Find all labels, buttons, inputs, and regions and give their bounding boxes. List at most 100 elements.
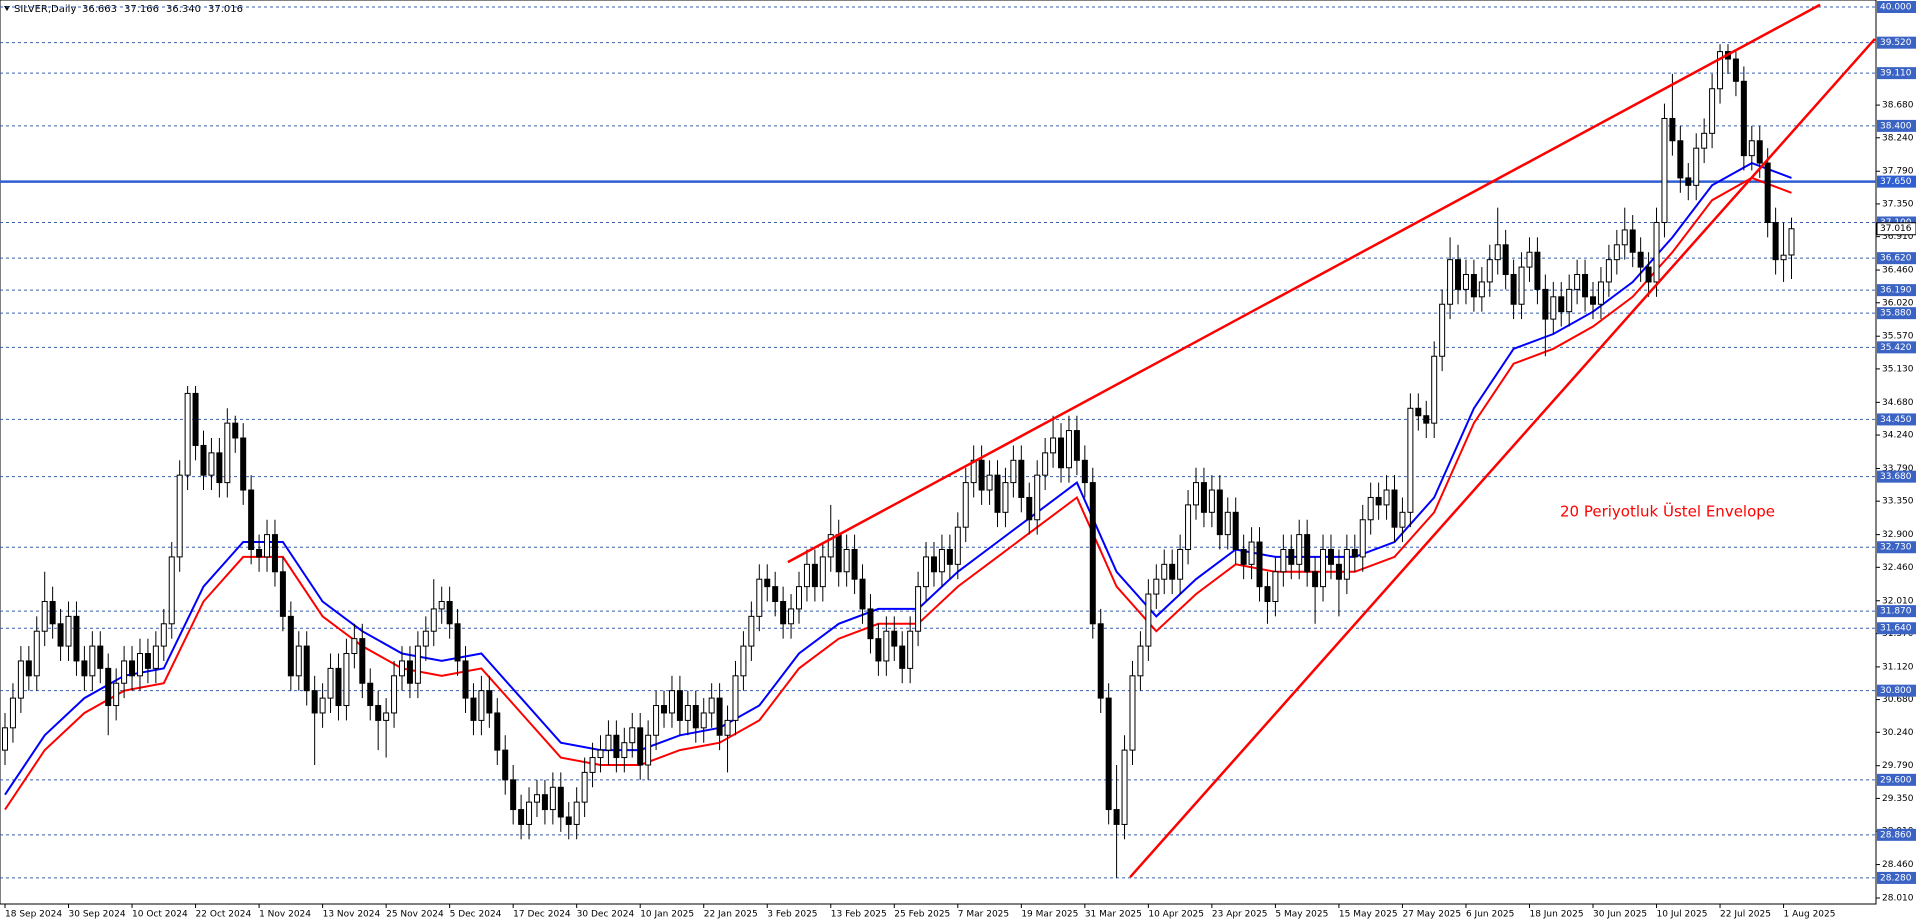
level-label-box xyxy=(1877,871,1916,884)
candle-body xyxy=(803,563,810,588)
x-tick-label: 30 Dec 2024 xyxy=(577,910,635,920)
y-tick-label: 29.350 xyxy=(1882,794,1914,804)
candle-body xyxy=(57,623,64,647)
candle-body xyxy=(891,630,898,647)
level-label-box xyxy=(1877,773,1916,786)
candle-body xyxy=(1407,407,1414,513)
y-tick-label: 32.460 xyxy=(1882,563,1914,573)
candle-body xyxy=(1462,274,1469,290)
candle-body xyxy=(772,586,779,602)
candle-body xyxy=(1550,296,1557,320)
x-tick-label: 22 Oct 2024 xyxy=(196,910,252,920)
candle-body xyxy=(843,548,850,573)
candle-body xyxy=(414,645,421,684)
candle-body xyxy=(399,660,405,677)
candle-body xyxy=(668,690,675,714)
candle-body xyxy=(1455,259,1462,290)
candle-body xyxy=(200,444,207,476)
candle-body xyxy=(375,705,382,721)
candle-body xyxy=(1097,623,1104,699)
candle-body xyxy=(526,801,533,825)
candle-body xyxy=(462,660,469,699)
level-label: 34.450 xyxy=(1880,415,1912,425)
candle-body xyxy=(25,660,32,677)
candle-body xyxy=(1367,496,1374,521)
candle-body xyxy=(1343,548,1350,580)
header-value: 37.016 xyxy=(208,4,243,15)
candle-body xyxy=(923,556,930,588)
candle-body xyxy=(1788,228,1795,256)
candle-body xyxy=(1089,482,1096,625)
candle-body xyxy=(65,615,72,647)
candle-body xyxy=(653,705,660,736)
candle-body xyxy=(851,548,858,580)
candle-body xyxy=(732,675,739,721)
candle-body xyxy=(573,801,580,825)
candle-body xyxy=(1026,496,1033,521)
x-tick-label: 1 Aug 2025 xyxy=(1784,910,1836,920)
candle-body xyxy=(1502,244,1509,276)
candle-body xyxy=(383,712,390,721)
y-tick-label: 30.680 xyxy=(1882,695,1914,705)
x-tick-label: 1 Nov 2024 xyxy=(259,910,311,920)
y-tick-label: 35.130 xyxy=(1882,364,1914,374)
candle-body xyxy=(1010,459,1017,484)
candle-body xyxy=(1327,548,1334,565)
candle-body xyxy=(1272,571,1279,602)
candle-body xyxy=(121,660,128,684)
candle-body xyxy=(271,534,278,573)
y-tick-label: 29.790 xyxy=(1882,761,1914,771)
x-tick-label: 25 Feb 2025 xyxy=(894,910,950,920)
candle-body xyxy=(1240,548,1247,565)
x-tick-label: 22 Jul 2025 xyxy=(1720,910,1771,920)
candle-body xyxy=(1145,593,1152,647)
candle-body xyxy=(1351,548,1358,558)
candle-body xyxy=(1653,222,1660,283)
candle-body xyxy=(494,712,501,751)
candle-body xyxy=(938,548,945,573)
level-label: 37.650 xyxy=(1880,177,1912,187)
candle-body xyxy=(319,697,326,714)
header-value: 37.166 xyxy=(124,4,159,15)
envelope-line xyxy=(4,162,1792,796)
candle-body xyxy=(1677,140,1684,179)
candle-body xyxy=(295,645,302,677)
x-tick-label: 10 Jan 2025 xyxy=(640,910,694,920)
candle-body xyxy=(1256,541,1263,588)
candle-body xyxy=(1693,147,1700,186)
candle-body xyxy=(811,563,818,588)
candle-body xyxy=(557,786,564,818)
y-tick-label: 38.240 xyxy=(1882,133,1914,143)
level-label: 31.870 xyxy=(1880,607,1912,617)
candle-body xyxy=(819,556,826,588)
level-label-box xyxy=(1877,67,1916,80)
candle-body xyxy=(1597,281,1604,305)
candle-body xyxy=(1756,140,1763,164)
candle-body xyxy=(1748,140,1755,157)
x-tick-label: 19 Mar 2025 xyxy=(1021,910,1078,920)
y-tick-label: 36.020 xyxy=(1882,298,1914,308)
x-tick-label: 23 Apr 2025 xyxy=(1212,910,1268,920)
candle-body xyxy=(764,578,771,588)
candle-body xyxy=(279,571,286,617)
candle-body xyxy=(343,653,350,707)
candle-body xyxy=(1296,534,1303,565)
candle-body xyxy=(1645,266,1652,283)
candle-body xyxy=(1558,296,1565,313)
y-tick-label: 37.790 xyxy=(1882,167,1914,177)
candle-body xyxy=(541,794,548,811)
level-label-box xyxy=(1877,119,1916,132)
candle-body xyxy=(33,630,40,677)
candle-body xyxy=(788,608,795,625)
candle-body xyxy=(907,630,914,669)
candle-body xyxy=(605,734,612,751)
candle-body xyxy=(216,452,223,484)
candle-body xyxy=(661,705,668,714)
y-tick-label: 36.910 xyxy=(1882,232,1914,242)
header-value: 36.663 xyxy=(82,4,117,15)
candle-body xyxy=(1232,511,1239,550)
level-label: 32.730 xyxy=(1880,543,1912,553)
candle-body xyxy=(1105,697,1112,811)
candle-body xyxy=(796,586,802,610)
level-label: 31.640 xyxy=(1880,624,1912,634)
